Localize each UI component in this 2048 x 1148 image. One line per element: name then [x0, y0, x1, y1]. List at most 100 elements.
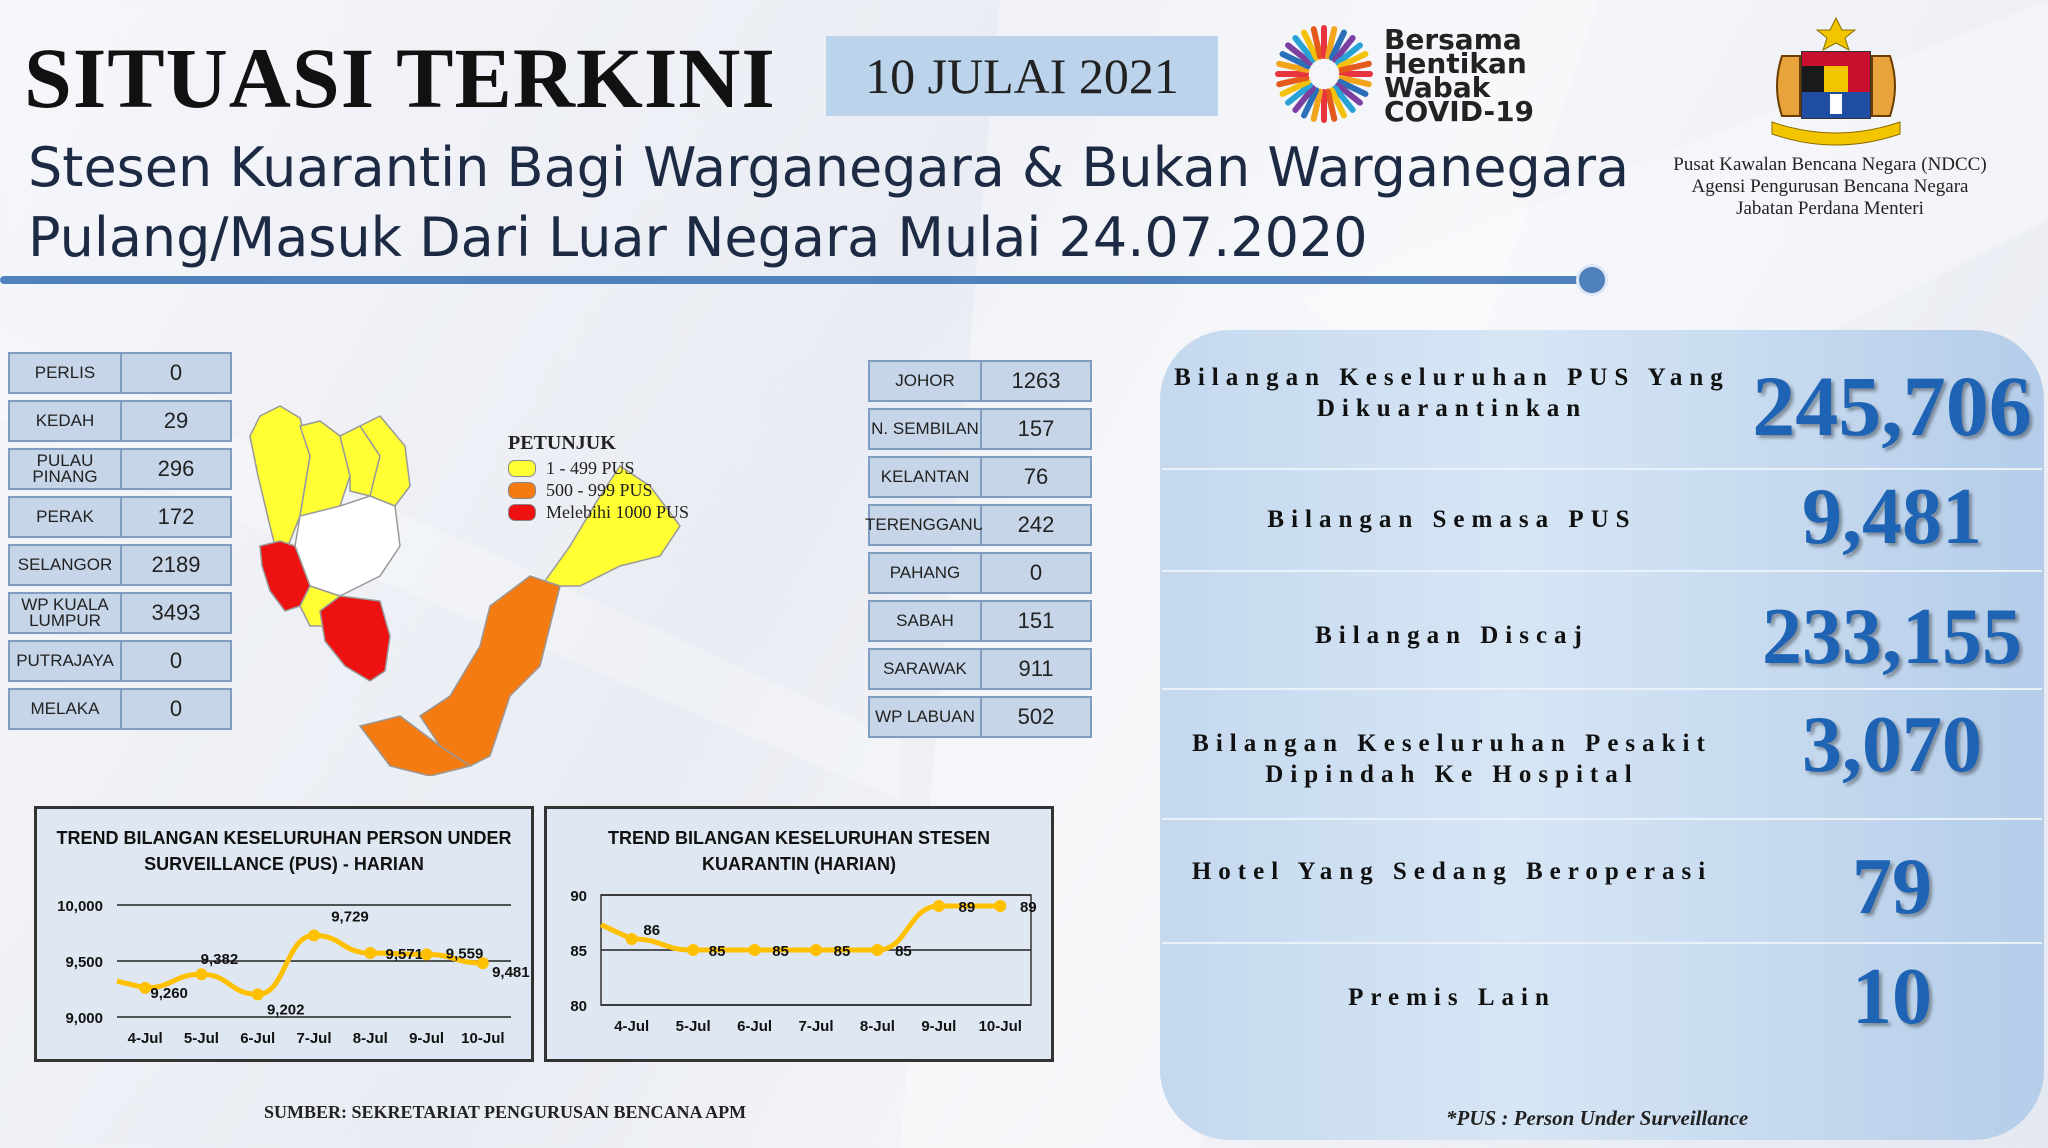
legend-item: Melebihi 1000 PUS	[508, 501, 689, 523]
stat-row: Bilangan Keseluruhan Pesakit Dipindah Ke…	[1162, 688, 2042, 820]
stat-value: 233,155	[1762, 593, 2022, 681]
x-tick-label: 4-Jul	[128, 1030, 163, 1047]
data-label: 85	[834, 943, 851, 960]
data-point	[625, 933, 638, 945]
state-row: SARAWAK 911	[868, 648, 1092, 690]
date-badge: 10 JULAI 2021	[826, 36, 1218, 116]
stat-label: Bilangan Keseluruhan Pesakit Dipindah Ke…	[1192, 730, 1712, 788]
campaign-ray	[1285, 82, 1313, 106]
state-row: PUTRAJAYA 0	[8, 640, 232, 682]
x-tick-label: 7-Jul	[798, 1018, 833, 1035]
x-tick-label: 7-Jul	[296, 1030, 331, 1047]
x-tick-label: 6-Jul	[240, 1030, 275, 1047]
state-value: 29	[122, 400, 232, 442]
y-tick-label: 9,500	[65, 954, 103, 971]
state-value: 157	[982, 408, 1092, 450]
campaign-ray	[1332, 85, 1356, 113]
state-name: JOHOR	[868, 360, 982, 402]
state-name: SARAWAK	[868, 648, 982, 690]
legend-label: Melebihi 1000 PUS	[546, 501, 690, 522]
campaign-ray	[1338, 60, 1372, 73]
legend-label: 500 - 999 PUS	[546, 479, 653, 500]
states-table-left: PERLIS 0 KEDAH 29 PULAU PINANG 296 PERAK 172 SEL…	[8, 352, 232, 736]
data-point	[748, 944, 761, 956]
state-row: WP KUALA LUMPUR 3493	[8, 592, 232, 634]
stat-label: Hotel Yang Sedang Beroperasi	[1191, 858, 1713, 885]
data-point	[251, 988, 264, 1001]
stat-label: Bilangan Semasa PUS	[1267, 506, 1637, 533]
stat-label: Premis Lain	[1348, 984, 1556, 1011]
pus-trend-chart-title: TREND BILANGAN KESELURUHAN PERSON UNDER …	[56, 828, 512, 874]
map-region-north	[249, 405, 311, 569]
agency-line-2: Agensi Pengurusan Bencana Negara	[1691, 176, 1969, 197]
agency-line-3: Jabatan Perdana Menteri	[1736, 198, 1924, 219]
campaign-line-1: Bersama	[1384, 23, 1522, 56]
stat-row: Premis Lain 10	[1162, 942, 2042, 1062]
stat-row: Bilangan Discaj 233,155	[1162, 570, 2042, 690]
data-point	[308, 929, 320, 942]
state-name: PERLIS	[8, 352, 122, 394]
y-tick-label: 10,000	[57, 898, 103, 915]
data-point	[932, 900, 945, 912]
data-point	[364, 947, 377, 960]
state-value: 0	[122, 688, 232, 730]
x-tick-label: 10-Jul	[461, 1030, 504, 1047]
data-label: 9,559	[446, 945, 484, 962]
x-tick-label: 8-Jul	[860, 1018, 895, 1035]
data-label: 9,382	[201, 951, 239, 968]
states-table-right: JOHOR 1263 N. SEMBILAN 157 KELANTAN 76 TERENGG…	[865, 360, 1092, 744]
campaign-ray	[1338, 75, 1372, 88]
x-tick-label: 9-Jul	[921, 1018, 956, 1035]
stat-row: Bilangan Semasa PUS 9,481	[1162, 468, 2042, 572]
campaign-ray	[1276, 60, 1310, 73]
agency-line-1: Pusat Kawalan Bencana Negara (NDCC)	[1673, 154, 1987, 175]
state-value: 172	[122, 496, 232, 538]
legend-label: 1 - 499 PUS	[546, 457, 635, 478]
legend-swatch-orange	[508, 481, 536, 499]
stat-value: 9,481	[1802, 473, 1982, 561]
header-divider-dot	[1576, 264, 1608, 296]
campaign-ray	[1328, 29, 1347, 61]
campaign-ray	[1301, 29, 1320, 61]
stat-value: 245,706	[1752, 358, 2032, 454]
map-region-sarawak	[418, 575, 561, 767]
state-row: JOHOR 1263	[868, 360, 1092, 402]
data-point	[810, 944, 822, 956]
y-tick-label: 9,000	[65, 1010, 103, 1027]
state-name: WP KUALA LUMPUR	[8, 592, 122, 634]
data-label: 86	[643, 922, 660, 939]
state-row: PERAK 172	[8, 496, 232, 538]
station-trend-chart-title: TREND BILANGAN KESELURUHAN STESEN KUARAN…	[607, 828, 991, 874]
malaysia-coat-of-arms-icon	[1771, 16, 1901, 146]
state-row: PAHANG 0	[868, 552, 1092, 594]
campaign-ray	[1285, 42, 1313, 66]
state-value: 502	[982, 696, 1092, 738]
source-note: SUMBER: SEKRETARIAT PENGURUSAN BENCANA A…	[264, 1102, 747, 1122]
stat-label: Bilangan Keseluruhan PUS Yang Dikuaranti…	[1174, 364, 1730, 422]
station-trend-chart-plot: 80 85 90 4-Jul 5-Jul 6-Jul 7-Jul 8-Jul 9-Jul 10-J…	[570, 888, 1036, 1035]
state-row: TERENGGANU 242	[865, 504, 1092, 546]
state-value: 151	[982, 600, 1092, 642]
data-point	[476, 957, 489, 970]
campaign-ray	[1335, 42, 1363, 66]
legend-swatch-yellow	[508, 459, 536, 477]
data-point	[420, 948, 433, 961]
state-name: KELANTAN	[868, 456, 982, 498]
campaign-ray	[1328, 87, 1347, 119]
state-name: PERAK	[8, 496, 122, 538]
state-name: SABAH	[868, 600, 982, 642]
state-value: 76	[982, 456, 1092, 498]
y-tick-label: 90	[570, 888, 587, 905]
state-row: N. SEMBILAN 157	[868, 408, 1092, 450]
campaign-line-3: Wabak	[1384, 71, 1491, 104]
state-name: KEDAH	[8, 400, 122, 442]
state-row: SABAH 151	[868, 600, 1092, 642]
legend-item: 500 - 999 PUS	[508, 479, 689, 501]
data-label: 85	[895, 943, 912, 960]
state-row: KELANTAN 76	[868, 456, 1092, 498]
campaign-ray	[1310, 26, 1323, 60]
data-point	[139, 981, 152, 994]
map-legend: PETUNJUK 1 - 499 PUS 500 - 999 PUS Meleb…	[508, 432, 689, 523]
state-row: WP LABUAN 502	[868, 696, 1092, 738]
campaign-ray	[1337, 78, 1369, 97]
